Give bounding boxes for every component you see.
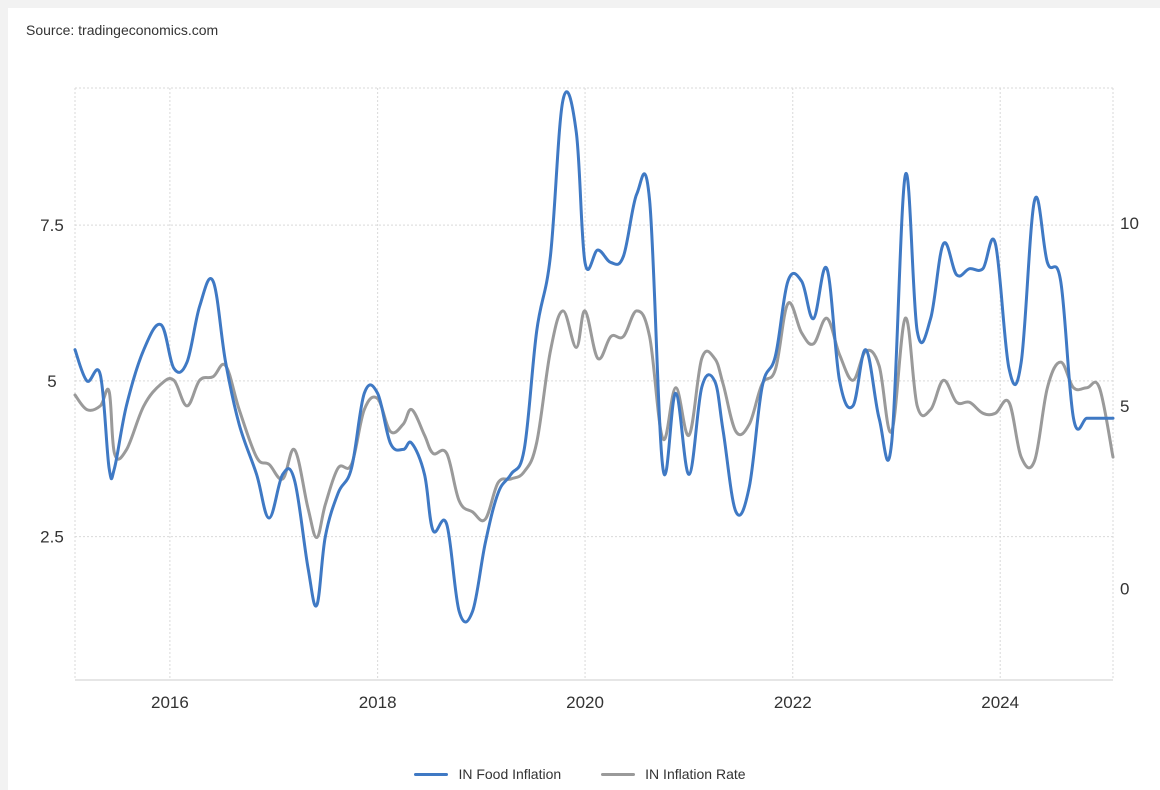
y-right-tick-label: 0 bbox=[1120, 580, 1129, 599]
x-tick-label: 2024 bbox=[981, 693, 1019, 712]
chart-panel bbox=[8, 8, 1160, 790]
y-left-tick-label: 2.5 bbox=[40, 528, 64, 547]
axes: 2016 2018 2020 2022 2024 2.5 5 7.5 0 5 10 bbox=[40, 214, 1139, 712]
line-chart: 2016 2018 2020 2022 2024 2.5 5 7.5 0 5 10 bbox=[40, 87, 1139, 712]
y-left-tick-label: 5 bbox=[47, 372, 56, 391]
legend-label-rate: IN Inflation Rate bbox=[645, 766, 746, 782]
legend-swatch-rate bbox=[601, 772, 636, 776]
x-tick-label: 2020 bbox=[566, 693, 604, 712]
legend-item-food[interactable]: IN Food Inflation bbox=[414, 766, 561, 782]
legend-item-rate[interactable]: IN Inflation Rate bbox=[601, 766, 746, 782]
y-left-tick-label: 7.5 bbox=[40, 216, 64, 235]
y-right-tick-label: 5 bbox=[1120, 397, 1129, 416]
x-tick-label: 2018 bbox=[359, 693, 397, 712]
source-label: Source: tradingeconomics.com bbox=[26, 22, 219, 38]
x-tick-label: 2016 bbox=[151, 693, 189, 712]
series-line-inflation-rate bbox=[73, 301, 1115, 539]
legend: IN Food Inflation IN Inflation Rate bbox=[0, 766, 1160, 782]
x-tick-label: 2022 bbox=[774, 693, 812, 712]
legend-label-food: IN Food Inflation bbox=[458, 766, 562, 782]
grid bbox=[74, 87, 1114, 680]
series-lines bbox=[73, 90, 1115, 624]
legend-swatch-food bbox=[414, 772, 449, 776]
series-line-food-inflation bbox=[73, 90, 1115, 624]
y-right-tick-label: 10 bbox=[1120, 214, 1139, 233]
